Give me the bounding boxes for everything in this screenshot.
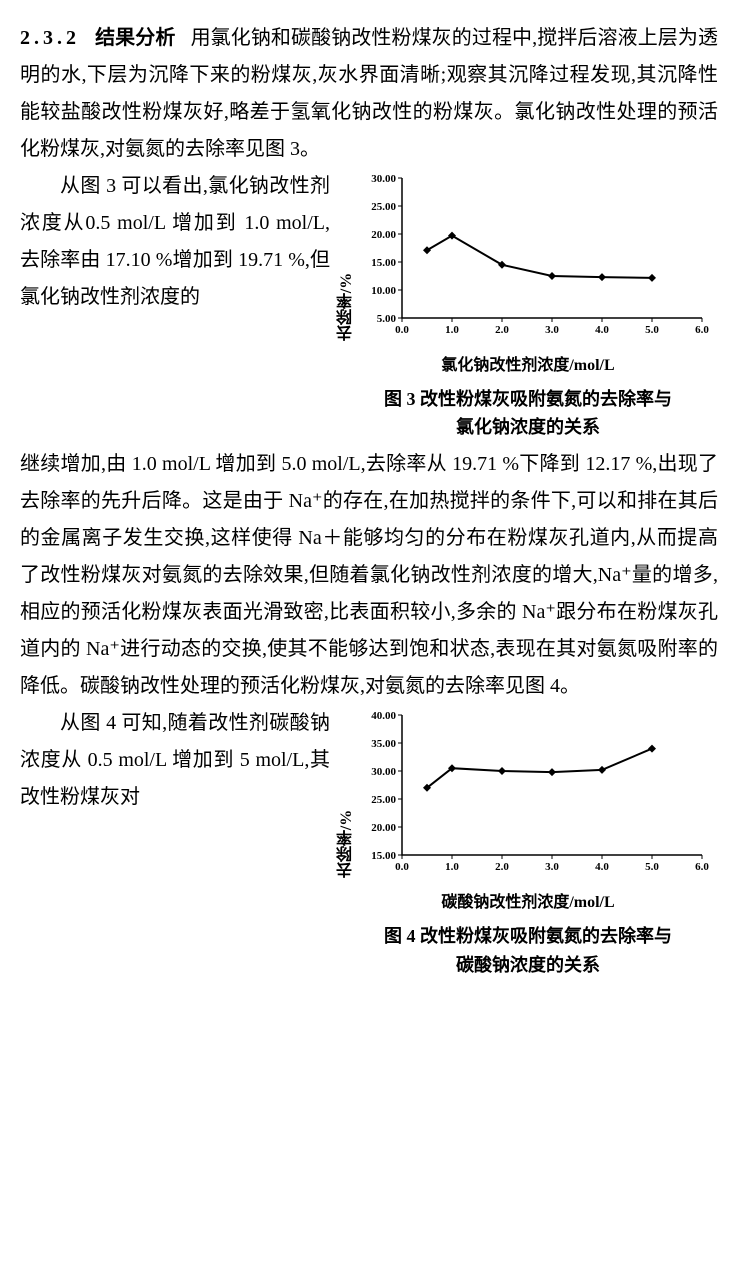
paragraph-1: 2.3.2 结果分析 用氯化钠和碳酸钠改性粉煤灰的过程中,搅拌后溶液上层为透明的… <box>20 20 718 168</box>
chart-ylabel: 去除率/% <box>332 810 362 878</box>
chart-svg: 5.00 10.00 15.00 20.00 25.00 30.00 0.0 1.0 2.0 3.… <box>352 172 710 340</box>
chart-xlabel: 氯化钠改性剂浓度/mol/L <box>338 351 718 381</box>
svg-text:1.0: 1.0 <box>445 324 459 336</box>
chart-svg: 15.00 20.00 25.00 30.00 35.00 40.00 0.0 1.0 2.0 3… <box>352 709 710 877</box>
figure-4: 去除率/% 15.0020.0025.0030.0035.0040.000.01… <box>338 709 718 979</box>
svg-text:5.00: 5.00 <box>377 313 397 325</box>
svg-text:30.00: 30.00 <box>371 766 396 778</box>
chart-xlabel: 碳酸钠改性剂浓度/mol/L <box>338 888 718 918</box>
svg-text:0.0: 0.0 <box>395 861 409 873</box>
svg-text:20.00: 20.00 <box>371 822 396 834</box>
figure-3: 去除率/% 5.0010.0015.0020.0025.0030.000.01.… <box>338 172 718 442</box>
chart-caption: 图 3 改性粉煤灰吸附氨氮的去除率与氯化钠浓度的关系 <box>338 385 718 443</box>
svg-text:25.00: 25.00 <box>371 794 396 806</box>
svg-text:3.0: 3.0 <box>545 324 559 336</box>
section-number: 2.3.2 <box>20 27 80 49</box>
chart-caption: 图 4 改性粉煤灰吸附氨氮的去除率与碳酸钠浓度的关系 <box>338 922 718 980</box>
chart-box: 去除率/% 5.0010.0015.0020.0025.0030.000.01.… <box>338 172 718 442</box>
svg-text:3.0: 3.0 <box>545 861 559 873</box>
svg-text:15.00: 15.00 <box>371 850 396 862</box>
svg-text:20.00: 20.00 <box>371 229 396 241</box>
svg-text:40.00: 40.00 <box>371 710 396 722</box>
svg-text:30.00: 30.00 <box>371 173 396 185</box>
svg-text:1.0: 1.0 <box>445 861 459 873</box>
svg-text:4.0: 4.0 <box>595 861 609 873</box>
svg-text:6.0: 6.0 <box>695 861 709 873</box>
svg-text:6.0: 6.0 <box>695 324 709 336</box>
chart-box: 去除率/% 15.0020.0025.0030.0035.0040.000.01… <box>338 709 718 979</box>
svg-text:35.00: 35.00 <box>371 738 396 750</box>
svg-text:2.0: 2.0 <box>495 324 509 336</box>
section-title: 结果分析 <box>95 27 175 49</box>
svg-text:0.0: 0.0 <box>395 324 409 336</box>
svg-text:15.00: 15.00 <box>371 257 396 269</box>
svg-text:25.00: 25.00 <box>371 201 396 213</box>
paragraph-2b: 继续增加,由 1.0 mol/L 增加到 5.0 mol/L,去除率从 19.7… <box>20 446 718 705</box>
chart-ylabel: 去除率/% <box>332 273 362 341</box>
svg-text:10.00: 10.00 <box>371 285 396 297</box>
svg-text:5.0: 5.0 <box>645 861 659 873</box>
svg-text:5.0: 5.0 <box>645 324 659 336</box>
svg-text:2.0: 2.0 <box>495 861 509 873</box>
svg-text:4.0: 4.0 <box>595 324 609 336</box>
